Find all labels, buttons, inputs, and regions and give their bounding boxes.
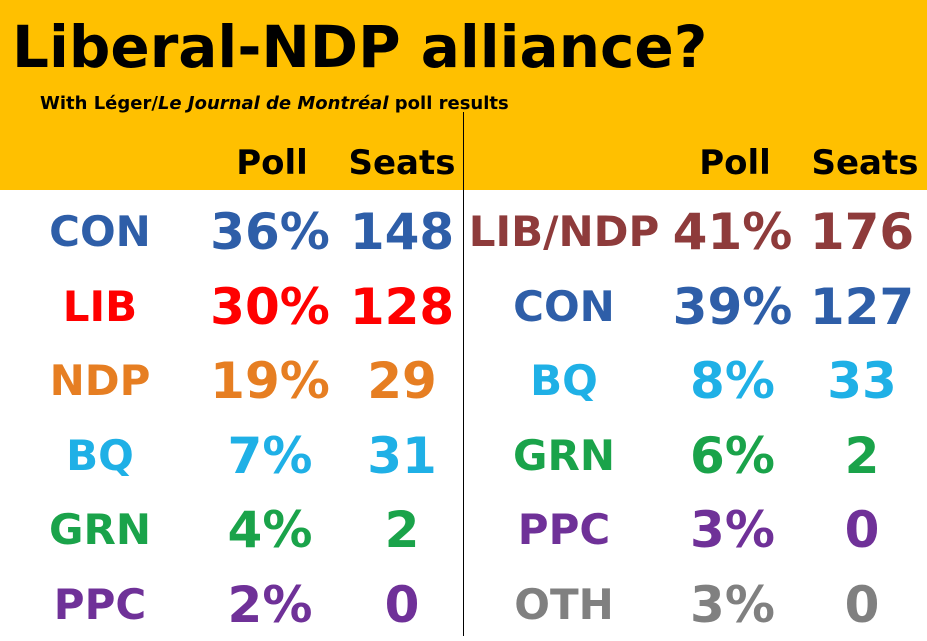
right-poll-value: 3% <box>690 501 775 559</box>
right-seats-value: 2 <box>844 426 880 485</box>
right-poll-value: 8% <box>690 352 775 410</box>
page-title: Liberal-NDP alliance? <box>12 13 708 81</box>
left-seats-value: 148 <box>349 203 455 261</box>
subtitle-prefix: With Léger/ <box>40 93 158 114</box>
left-poll-value: 4% <box>227 501 313 559</box>
right-party-label: CON <box>513 281 615 331</box>
left-seats-value: 31 <box>367 426 437 485</box>
left-poll-header: Poll <box>236 143 308 183</box>
right-party-label: GRN <box>513 430 615 480</box>
right-poll-value: 39% <box>672 277 793 336</box>
table-divider <box>463 112 464 636</box>
right-poll-value: 6% <box>690 426 775 485</box>
left-poll-value: 2% <box>227 575 313 634</box>
right-party-label: PPC <box>517 505 611 554</box>
left-seats-header: Seats <box>348 143 456 183</box>
left-party-label: CON <box>49 207 151 256</box>
right-seats-value: 176 <box>809 203 915 261</box>
right-poll-value: 3% <box>690 575 775 634</box>
subtitle: With Léger/Le Journal de Montréal poll r… <box>40 90 509 118</box>
left-party-label: LIB <box>62 281 138 331</box>
left-poll-value: 30% <box>210 277 330 336</box>
left-poll-value: 7% <box>227 426 313 485</box>
right-party-label: LIB/NDP <box>468 207 660 256</box>
left-party-label: BQ <box>66 430 134 480</box>
subtitle-source: Le Journal de Montréal <box>157 93 389 114</box>
right-poll-value: 41% <box>672 203 793 261</box>
right-seats-value: 0 <box>844 575 880 634</box>
right-party-label: BQ <box>530 356 598 405</box>
right-seats-value: 0 <box>844 501 880 559</box>
left-party-label: PPC <box>53 579 147 629</box>
subtitle-suffix: poll results <box>388 93 509 114</box>
left-poll-value: 36% <box>210 203 330 261</box>
left-poll-value: 19% <box>210 352 330 410</box>
right-seats-header: Seats <box>811 143 919 183</box>
left-seats-value: 29 <box>367 352 437 410</box>
left-party-label: GRN <box>49 505 151 554</box>
left-seats-value: 2 <box>384 501 420 559</box>
left-party-label: NDP <box>49 356 151 405</box>
left-seats-value: 0 <box>384 575 420 634</box>
right-party-label: OTH <box>514 579 614 629</box>
right-poll-header: Poll <box>699 143 771 183</box>
right-seats-value: 33 <box>827 352 897 410</box>
left-seats-value: 128 <box>349 277 455 336</box>
right-seats-value: 127 <box>809 277 915 336</box>
